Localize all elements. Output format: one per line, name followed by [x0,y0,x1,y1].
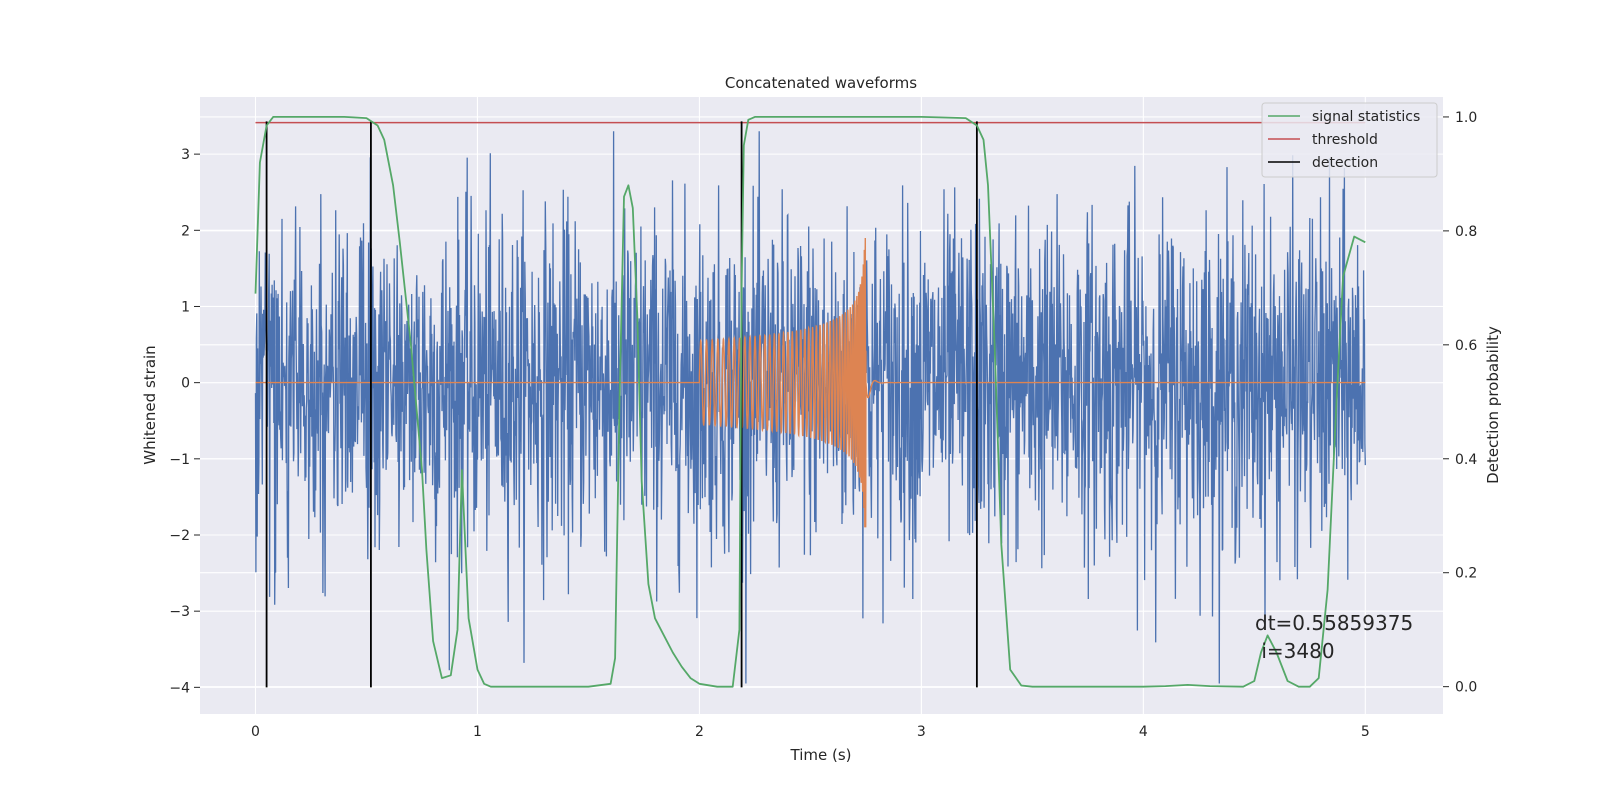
tick-layer: 0 1 2 3 4 5 −4 −3 −2 −1 0 1 2 3 0.0 0.2 0.4 0.6 0.8 1.0 [169,110,1477,740]
signal-statistics-line [254,116,1366,688]
injection-line [255,237,1366,528]
x-tick-label: 5 [1361,724,1370,740]
y-tick-label: −1 [169,452,190,468]
y-tick-label: 0 [181,376,190,392]
x-tick-label: 0 [251,724,260,740]
y2-tick-label: 0.8 [1455,224,1477,240]
y2-tick-label: 0.4 [1455,452,1477,468]
x-tick-label: 3 [917,724,926,740]
y-tick-label: −4 [169,680,190,696]
legend: signal statistics threshold detection [1261,102,1438,178]
legend-label-threshold: threshold [1312,132,1378,148]
x-tick-label: 4 [1139,724,1148,740]
y2-axis-label: Detection probability [1484,326,1502,484]
y2-tick-label: 1.0 [1455,110,1477,126]
y2-tick-label: 0.2 [1455,566,1477,582]
x-axis-label: Time (s) [790,746,852,764]
y-tick-label: 1 [181,299,190,315]
chart-title: Concatenated waveforms [725,74,917,92]
annotation-index: i=3480 [1255,639,1335,663]
annotation-dt: dt=0.55859375 [1255,611,1413,635]
y-tick-label: 2 [181,223,190,239]
y-tick-label: 3 [181,147,190,163]
x-tick-label: 2 [695,724,704,740]
y2-tick-label: 0.0 [1455,680,1477,696]
legend-label-signal-statistics: signal statistics [1312,109,1420,125]
legend-box [1261,102,1438,178]
strain-series [254,131,1366,684]
legend-label-detection: detection [1312,155,1378,171]
overlay-series [254,116,1366,688]
injection-series [255,237,1366,528]
y-axis-label: Whitened strain [141,345,159,464]
x-tick-label: 1 [473,724,482,740]
y-tick-label: −2 [169,528,190,544]
y2-tick-label: 0.6 [1455,338,1477,354]
y-tick-label: −3 [169,604,190,620]
strain-line [254,131,1366,684]
